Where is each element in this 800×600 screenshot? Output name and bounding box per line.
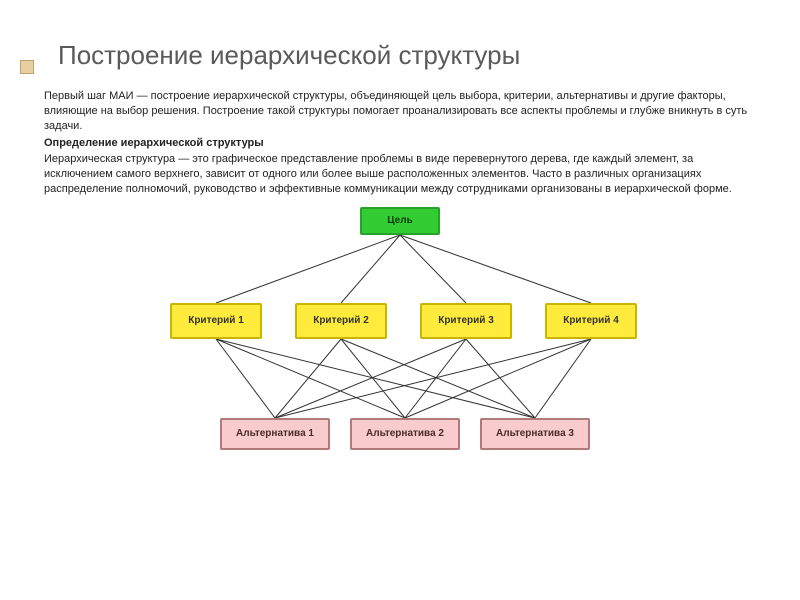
node-c2: Критерий 2 [295,303,387,339]
node-c1: Критерий 1 [170,303,262,339]
node-goal: Цель [360,207,440,235]
node-c4: Критерий 4 [545,303,637,339]
title-bullet [20,60,34,74]
node-a1: Альтернатива 1 [220,418,330,450]
paragraph-1: Первый шаг МАИ — построение иерархическо… [44,89,756,134]
slide-title: Построение иерархической структуры [58,40,760,71]
node-a3: Альтернатива 3 [480,418,590,450]
body-text: Первый шаг МАИ — построение иерархическо… [44,89,756,197]
node-c3: Критерий 3 [420,303,512,339]
paragraph-2: Иерархическая структура — это графическо… [44,152,756,197]
subheading: Определение иерархической структуры [44,136,756,151]
node-a2: Альтернатива 2 [350,418,460,450]
slide: Построение иерархической структуры Первы… [0,0,800,600]
hierarchy-diagram: Цель Критерий 1 Критерий 2 Критерий 3 Критер… [150,203,650,463]
